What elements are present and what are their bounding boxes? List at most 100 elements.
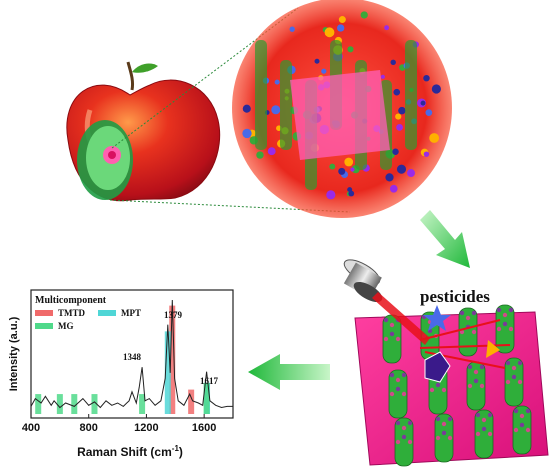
nanoparticle-dot (511, 374, 517, 380)
nanoparticle-dot (487, 431, 493, 437)
nanoparticle-dot (393, 88, 401, 96)
nanopillar (495, 304, 515, 354)
x-axis-label: Raman Shift (cm-1) (77, 444, 183, 459)
band-mg-700 (71, 394, 78, 414)
nanoparticle-dot (389, 184, 398, 193)
nanoparticle-dot (350, 167, 355, 172)
nanoparticle-dot (475, 412, 481, 418)
nanoparticle-dot (496, 326, 502, 332)
nanoparticle-dot (431, 84, 441, 94)
nanoparticle-dot (467, 383, 473, 389)
nanoparticle-dot (407, 439, 413, 445)
nanoparticle-dot (326, 190, 336, 200)
nanoparticle-dot (479, 364, 485, 370)
nanoparticle-dot (338, 167, 346, 175)
nanoparticle-dot (401, 391, 407, 397)
nanoparticle-dot (389, 391, 395, 397)
nanoparticle-dot (441, 430, 447, 436)
x-tick-label-800: 800 (80, 422, 98, 434)
nanopillar (434, 413, 454, 463)
nanoparticle-dot (360, 11, 368, 19)
nanoparticle-dot (396, 164, 407, 174)
band-tmtd-1510 (188, 389, 195, 414)
nanopillar (504, 357, 524, 407)
nanoparticle-dot (344, 157, 354, 167)
nanopillar (512, 405, 532, 455)
nanoparticle-dot (389, 372, 395, 378)
nanoparticle-dot (347, 46, 354, 53)
nanoparticle-dot (481, 417, 487, 423)
band-mg-840 (91, 394, 98, 414)
legend-swatch-tmtd (35, 310, 53, 316)
nanoparticle-dot (465, 315, 471, 321)
legend-title: Multicomponent (35, 295, 107, 306)
nanoparticle-dot (383, 336, 389, 342)
legend-label-mg: MG (58, 321, 74, 331)
nanoparticle-dot (423, 151, 430, 157)
nanoparticle-dot (471, 310, 477, 316)
legend-label-tmtd: TMTD (58, 308, 86, 318)
nanopillar (394, 417, 414, 467)
nanoparticle-dot (389, 322, 395, 328)
band-mg-1617 (203, 382, 210, 414)
nanoparticle-dot (401, 434, 407, 440)
nanoparticle-dot (256, 151, 264, 159)
nanoparticle-dot (496, 307, 502, 313)
nanoparticle-dot (401, 425, 407, 431)
nanopillar-zoom (255, 40, 267, 150)
nanoparticle-dot (314, 58, 320, 64)
nanopillar-zoom (280, 60, 292, 150)
nanoparticle-dot (435, 416, 441, 422)
nanoparticle-dot (380, 74, 385, 79)
nanoparticle-dot (383, 317, 389, 323)
y-axis-label: Intensity (a.u.) (8, 316, 20, 391)
nanoparticle-dot (395, 386, 401, 392)
nanoparticle-dot (447, 435, 453, 441)
nanoparticle-dot (459, 329, 465, 335)
nanoparticle-dot (401, 372, 407, 378)
nanoparticle-dot (467, 364, 473, 370)
legend-swatch-mg (35, 323, 53, 329)
nanoparticle-dot (389, 331, 395, 337)
nanoparticle-dot (513, 427, 519, 433)
nanoparticle-dot (502, 312, 508, 318)
nanoparticle-dot (505, 360, 511, 366)
nanopillar (458, 307, 478, 357)
nanoparticle-dot (447, 416, 453, 422)
nanoparticle-dot (441, 421, 447, 427)
x-tick-label-1600: 1600 (192, 422, 216, 434)
nanoparticle-dot (348, 190, 355, 197)
nanoparticle-dot (435, 435, 441, 441)
band-mg-1170 (139, 394, 146, 414)
nanoparticle-dot (481, 426, 487, 432)
nanoparticle-dot (407, 169, 415, 178)
nanoparticle-dot (517, 360, 523, 366)
nanoparticle-dot (435, 382, 441, 388)
spectrum-line (30, 299, 233, 409)
nanoparticle-dot (338, 16, 346, 24)
peak-label-1617: 1617 (200, 376, 219, 386)
nanoparticle-dot (519, 422, 525, 428)
nanoparticle-dot (395, 420, 401, 426)
nanoparticle-dot (475, 431, 481, 437)
nanoparticle-dot (429, 387, 435, 393)
x-tick-label-1200: 1200 (134, 422, 158, 434)
nanoparticle-dot (395, 439, 401, 445)
nanoparticle-dot (407, 420, 413, 426)
sers-substrate-illustration: pesticides (343, 259, 549, 467)
pesticides-label: pesticides (420, 287, 490, 306)
nanoparticle-dot (395, 377, 401, 383)
nanopillar (388, 369, 408, 419)
nanoparticle-dot (487, 412, 493, 418)
nanoparticle-dot (517, 379, 523, 385)
nanoparticle-dot (337, 24, 345, 32)
nanopillar (474, 409, 494, 459)
raman-spectrum-chart: Multicomponent TMTD MPT MG 1379 1348 161… (8, 289, 234, 459)
nanoparticle-dot (525, 408, 531, 414)
nanoparticle-dot (329, 163, 336, 170)
nanoparticle-dot (396, 123, 403, 131)
nanoparticle-dot (425, 109, 433, 116)
nanoparticle-dot (395, 113, 402, 120)
zoomed-surface-circle (232, 0, 452, 218)
